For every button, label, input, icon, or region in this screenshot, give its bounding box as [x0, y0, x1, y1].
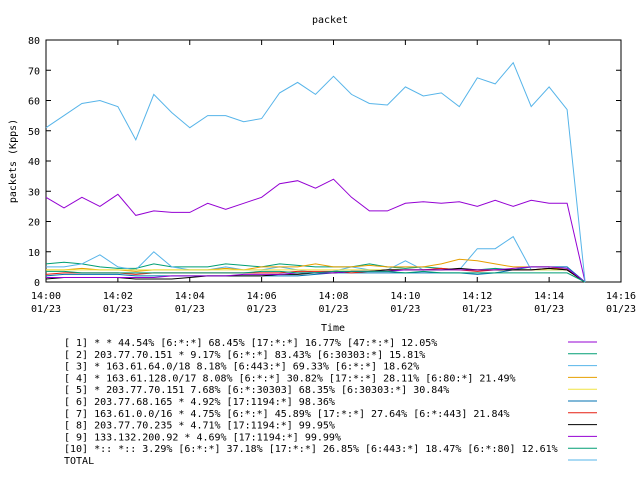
- legend-entry-2: [ 2] 203.77.70.151 * 9.17% [6:*:*] 83.43…: [64, 350, 425, 361]
- legend-entry-3: [ 3] * 163.61.64.0/18 8.18% [6:443:*] 69…: [64, 362, 419, 373]
- x-tick-label-time: 14:12: [462, 291, 492, 302]
- y-tick-label: 60: [28, 97, 40, 108]
- series-line-4: [46, 258, 586, 283]
- x-tick-label-time: 14:14: [534, 291, 564, 302]
- x-tick-label-date: 01/23: [247, 304, 277, 315]
- legend-entry-7: [ 7] 163.61.0.0/16 * 4.75% [6:*:*] 45.89…: [64, 409, 510, 420]
- x-tick-label-date: 01/23: [318, 304, 348, 315]
- y-axis-ticks: 0 10 20 30 40 50 60 70 80: [28, 36, 621, 289]
- x-tick-label-time: 14:02: [103, 291, 133, 302]
- legend-entry-5: [ 5] * 203.77.70.151 7.68% [6:*:30303] 6…: [64, 385, 449, 396]
- y-axis-label: packets (Kpps): [8, 119, 19, 203]
- legend: [ 1] * * 44.54% [6:*:*] 68.45% [17:*:*] …: [64, 338, 597, 467]
- x-tick-label-date: 01/23: [103, 304, 133, 315]
- x-tick-label-date: 01/23: [31, 304, 61, 315]
- x-tick-label-date: 01/23: [462, 304, 492, 315]
- x-tick-label-time: 14:10: [390, 291, 420, 302]
- x-tick-label-time: 14:04: [175, 291, 205, 302]
- x-tick-label-date: 01/23: [534, 304, 564, 315]
- y-tick-label: 70: [28, 66, 40, 77]
- y-tick-label: 40: [28, 157, 40, 168]
- x-axis-ticks: 14:00 01/23 14:02 01/23 14:04 01/23 14:06 01/23…: [31, 40, 636, 315]
- legend-entry-10: [10] *:: *:: 3.29% [6:*:*] 37.18% [17:*:…: [64, 444, 558, 455]
- legend-entry-9: [ 9] 133.132.200.92 * 4.69% [17:1194:*] …: [64, 432, 341, 443]
- y-tick-label: 50: [28, 127, 40, 138]
- x-tick-label-time: 14:00: [31, 291, 61, 302]
- series-line-2: [45, 261, 586, 283]
- y-tick-label: 80: [28, 36, 40, 47]
- series-line-11: [45, 61, 586, 283]
- legend-entry-4: [ 4] * 163.61.128.0/17 8.08% [6:*:*] 30.…: [64, 373, 516, 384]
- x-tick-label-date: 01/23: [390, 304, 420, 315]
- legend-entry-6: [ 6] 203.77.68.165 * 4.92% [17:1194:*] 9…: [64, 397, 335, 408]
- legend-entry-1: [ 1] * * 44.54% [6:*:*] 68.45% [17:*:*] …: [64, 338, 437, 349]
- x-tick-label-date: 01/23: [606, 304, 636, 315]
- x-tick-label-date: 01/23: [175, 304, 205, 315]
- x-tick-label-time: 14:08: [318, 291, 348, 302]
- y-tick-label: 0: [34, 278, 40, 289]
- x-tick-label-time: 14:06: [247, 291, 277, 302]
- chart-title: packet: [312, 15, 348, 26]
- x-tick-label-time: 14:16: [606, 291, 636, 302]
- x-axis-label: Time: [321, 323, 345, 334]
- legend-entry-8: [ 8] 203.77.70.235 * 4.71% [17:1194:*] 9…: [64, 421, 335, 432]
- series-line-1: [45, 178, 586, 283]
- y-tick-label: 10: [28, 248, 40, 259]
- legend-entry-11: TOTAL: [64, 456, 94, 467]
- series-lines: [45, 61, 586, 283]
- y-tick-label: 30: [28, 187, 40, 198]
- series-line-10: [46, 270, 586, 283]
- y-tick-label: 20: [28, 218, 40, 229]
